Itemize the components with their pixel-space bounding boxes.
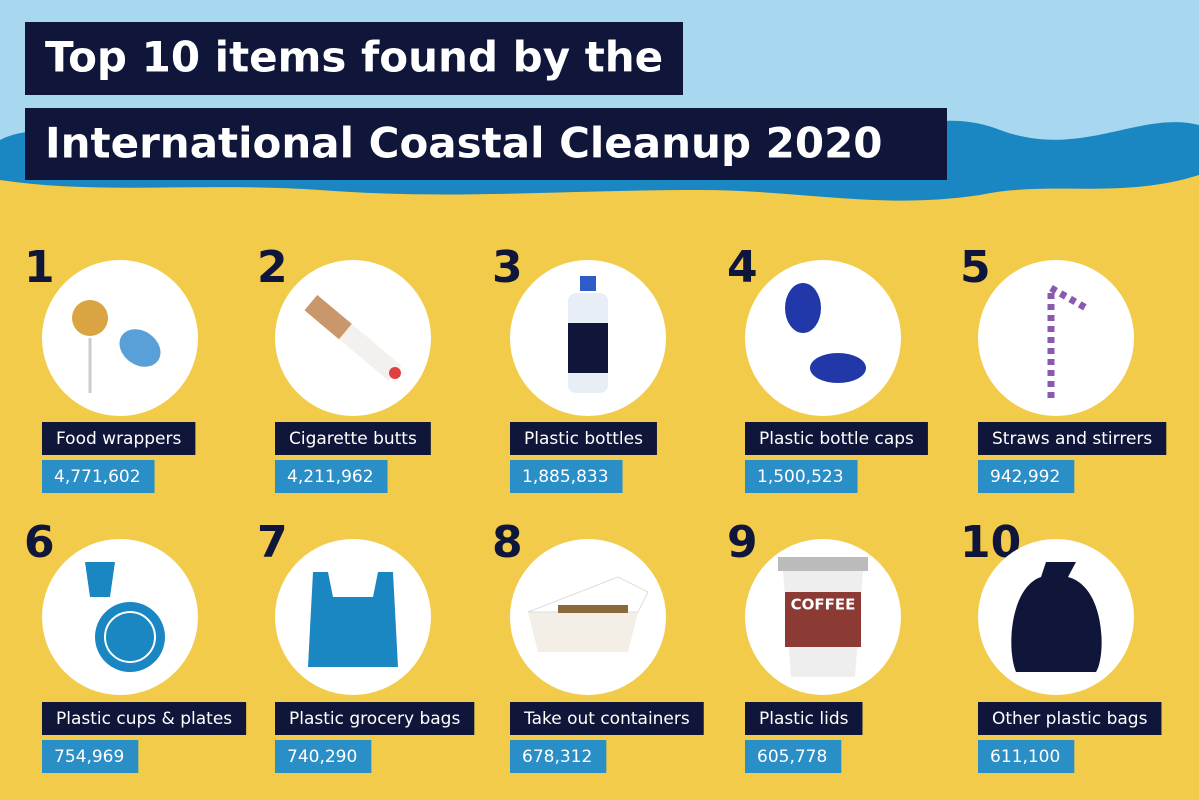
item-count: 740,290 xyxy=(287,747,357,767)
sandwich xyxy=(558,605,628,613)
label-box xyxy=(275,422,431,455)
item-count: 1,885,833 xyxy=(522,467,609,487)
item-icon xyxy=(785,283,866,383)
rank-number: 2 xyxy=(257,242,288,293)
count-box xyxy=(745,740,842,773)
count-box xyxy=(42,460,155,493)
item-label: Straws and stirrers xyxy=(992,429,1152,449)
count-box xyxy=(42,740,139,773)
count-box xyxy=(275,460,388,493)
lid xyxy=(778,557,868,571)
item-count: 678,312 xyxy=(522,747,592,767)
item-label: Plastic grocery bags xyxy=(289,709,460,729)
count-box xyxy=(275,740,372,773)
label-box xyxy=(42,702,247,735)
cap xyxy=(810,353,866,383)
rank-number: 6 xyxy=(24,517,55,568)
item-label: Plastic lids xyxy=(759,709,849,729)
container xyxy=(528,612,638,652)
count-box xyxy=(510,740,607,773)
rank-number: 8 xyxy=(492,517,523,568)
cup xyxy=(85,562,115,597)
rank-number: 4 xyxy=(727,242,758,293)
item-icon xyxy=(568,276,608,393)
item-label: Food wrappers xyxy=(56,429,182,449)
item-icon xyxy=(527,576,649,652)
item-label: Cigarette butts xyxy=(289,429,417,449)
filter xyxy=(304,294,352,340)
item-icon xyxy=(85,562,165,672)
plate-rim xyxy=(104,611,156,663)
item-count: 4,771,602 xyxy=(54,467,141,487)
item-count: 611,100 xyxy=(990,747,1060,767)
item-label: Plastic cups & plates xyxy=(56,709,232,729)
title-box xyxy=(25,108,947,180)
label-box xyxy=(978,702,1162,735)
rank-number: 7 xyxy=(257,517,288,568)
item-icon xyxy=(304,294,402,382)
title-line: Top 10 items found by the xyxy=(45,33,663,82)
item-label: Take out containers xyxy=(523,709,690,729)
icon-text: COFFEE xyxy=(791,596,856,614)
rank-number: 9 xyxy=(727,517,758,568)
sleeve xyxy=(785,592,861,647)
item-label: Plastic bottle caps xyxy=(759,429,914,449)
icon-circle xyxy=(745,260,901,416)
cap xyxy=(580,276,596,291)
rank-number: 5 xyxy=(960,242,991,293)
label-box xyxy=(745,422,928,455)
icon-circle xyxy=(978,260,1134,416)
count-box xyxy=(978,460,1075,493)
lollipop xyxy=(72,300,108,336)
count-box xyxy=(510,460,623,493)
bag xyxy=(1011,562,1102,672)
item-icon: COFFEE xyxy=(778,557,868,677)
label-box xyxy=(275,702,475,735)
rank-number: 1 xyxy=(24,242,55,293)
bag xyxy=(308,572,398,667)
item-count: 4,211,962 xyxy=(287,467,374,487)
label-box xyxy=(978,422,1167,455)
item-count: 605,778 xyxy=(757,747,827,767)
item-icon xyxy=(1047,284,1088,398)
ember xyxy=(389,367,401,379)
cap xyxy=(785,283,821,333)
item-icon xyxy=(72,300,161,393)
item-count: 1,500,523 xyxy=(757,467,844,487)
label-box xyxy=(510,702,704,735)
rank-number: 3 xyxy=(492,242,523,293)
straw-bend xyxy=(1049,284,1088,312)
item-label: Plastic bottles xyxy=(524,429,643,449)
title-line: International Coastal Cleanup 2020 xyxy=(45,119,883,168)
item-count: 942,992 xyxy=(990,467,1060,487)
label-box xyxy=(42,422,196,455)
count-box xyxy=(745,460,858,493)
candy xyxy=(119,329,161,367)
icon-circle xyxy=(42,260,198,416)
item-icon xyxy=(308,572,398,667)
item-count: 754,969 xyxy=(54,747,124,767)
label-box xyxy=(510,422,657,455)
label xyxy=(568,323,608,373)
count-box xyxy=(978,740,1075,773)
label-box xyxy=(745,702,863,735)
item-icon xyxy=(1011,562,1102,672)
item-label: Other plastic bags xyxy=(992,709,1148,729)
title-box xyxy=(25,22,683,95)
